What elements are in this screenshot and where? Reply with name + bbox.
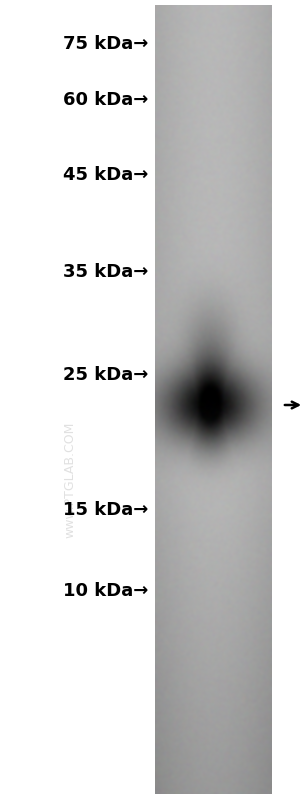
Text: 45 kDa→: 45 kDa→ xyxy=(63,166,148,184)
Text: www.PTGLAB.COM: www.PTGLAB.COM xyxy=(63,422,76,539)
Text: 25 kDa→: 25 kDa→ xyxy=(63,366,148,384)
Text: 60 kDa→: 60 kDa→ xyxy=(63,91,148,109)
Text: 35 kDa→: 35 kDa→ xyxy=(63,263,148,281)
Text: 75 kDa→: 75 kDa→ xyxy=(63,35,148,53)
Text: 15 kDa→: 15 kDa→ xyxy=(63,501,148,519)
Text: 10 kDa→: 10 kDa→ xyxy=(63,582,148,600)
